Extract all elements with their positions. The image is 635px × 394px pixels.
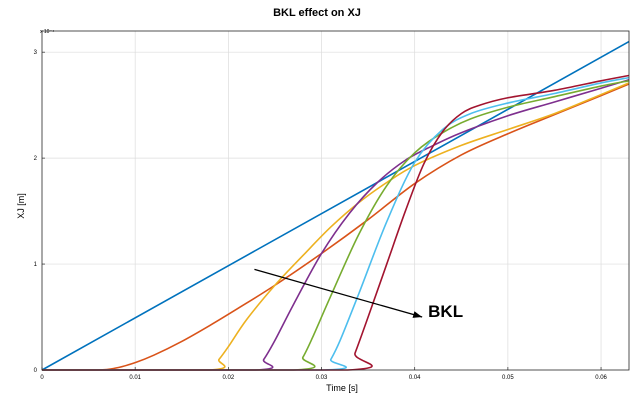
annotation-label: BKL: [428, 302, 463, 321]
y-axis-label: XJ [m]: [16, 193, 26, 219]
x-axis-label: Time [s]: [326, 383, 358, 393]
chart-title: BKL effect on XJ: [273, 7, 361, 19]
series-line-7: [41, 74, 630, 371]
y-tick-label: 3: [34, 50, 38, 56]
y-tick-label: 1: [34, 262, 38, 268]
series-line-3: [41, 82, 630, 371]
series-line-5: [41, 80, 630, 371]
y-tick-label: 2: [34, 156, 38, 162]
annotation-arrow-line: [254, 268, 423, 318]
bkl-annotation: BKL: [254, 268, 463, 321]
tick-labels: 0 0.01 0.02 0.03 0.04 0.05 0.06 0 1 2 3: [34, 50, 608, 381]
x-tick-label: 0.03: [316, 375, 328, 381]
x-tick-label: 0.02: [223, 375, 235, 381]
x-tick-label: 0.01: [129, 375, 141, 381]
series-line-6: [41, 76, 630, 371]
y-exponent-label: x 10⁻⁴: [40, 29, 54, 35]
series-lines: [41, 40, 630, 371]
x-tick-label: 0.05: [502, 375, 514, 381]
y-tick-label: 0: [34, 368, 38, 374]
grid: [42, 31, 629, 370]
series-line-4: [41, 78, 630, 371]
x-tick-label: 0.06: [595, 375, 607, 381]
series-line-1: [41, 40, 630, 371]
series-line-2: [41, 83, 630, 371]
plot-frame: [41, 30, 630, 371]
x-tick-label: 0: [40, 375, 44, 381]
annotation-arrow-head: [412, 311, 423, 318]
x-tick-label: 0.04: [409, 375, 421, 381]
